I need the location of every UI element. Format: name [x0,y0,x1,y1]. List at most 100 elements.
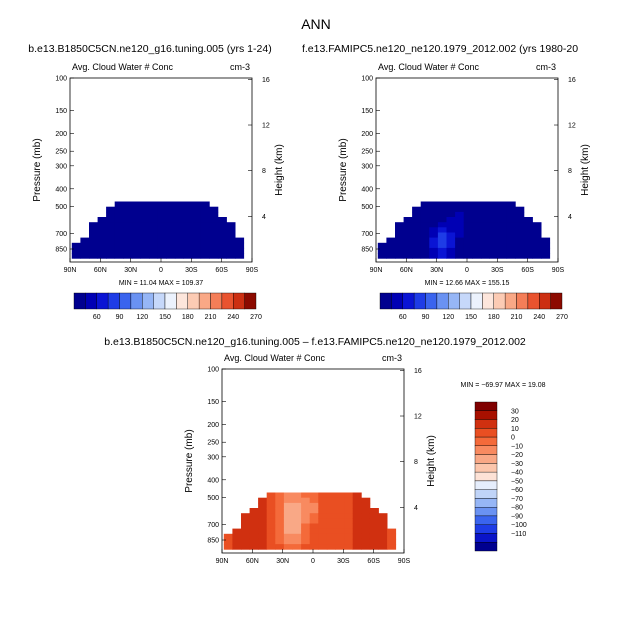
y-tick-label: 250 [55,149,67,156]
data-cell [140,247,150,254]
data-cell [412,217,422,223]
data-cell [412,222,422,228]
colorbar-swatch [504,292,517,310]
data-cell [192,253,202,259]
y-axis-label-right: Height (km) [274,144,285,196]
data-cell [174,232,184,239]
data-cell [80,242,90,249]
data-cell [266,492,276,499]
data-cell [200,227,210,233]
y-right-tick-label: 4 [568,214,572,221]
data-cell [532,242,542,249]
data-cell [472,237,482,244]
data-cell [249,508,259,514]
data-cell [192,206,202,213]
colorbar-label: 210 [205,314,217,321]
data-cell [335,518,345,524]
data-cell [200,253,210,259]
data-cell [235,237,245,244]
data-cell [387,528,397,535]
data-cell [292,492,302,499]
data-cell [395,253,404,259]
data-cell [249,513,259,519]
data-cell [241,538,250,545]
data-cell [463,217,473,223]
data-cell [523,227,533,233]
data-cell [106,237,116,244]
data-cell [352,538,362,545]
data-cell [335,497,345,504]
main-title: ANN [301,16,331,32]
y-tick-label: 250 [361,149,373,156]
data-cell [292,533,302,540]
data-cell [89,227,98,233]
data-cell [174,247,184,254]
data-cell [352,544,362,550]
data-cell [506,206,516,213]
data-cell [515,217,525,223]
data-cell [183,237,193,244]
colorbar-label: 270 [250,314,262,321]
colorbar-swatch [470,292,483,310]
data-cell [318,492,328,499]
y-tick-label: 100 [361,76,373,83]
data-cell [232,544,242,550]
data-cell [275,518,285,524]
x-tick-label: 90S [552,267,565,274]
colorbar-label: 90 [422,314,430,321]
plot-units: cm-3 [230,62,250,72]
data-cell [515,237,525,244]
data-cell [166,227,176,233]
data-cell [217,253,227,259]
data-cell [395,227,404,233]
data-cell [429,237,439,244]
data-cell [292,508,302,514]
data-cell [523,247,533,254]
data-cell [498,211,508,218]
data-cell [258,508,268,514]
data-cell [326,508,336,514]
data-cell [498,227,508,233]
y-right-tick-label: 16 [568,77,576,84]
data-cell [377,253,387,259]
data-cell [283,533,293,540]
colorbar-swatch [107,292,120,310]
data-cell [309,528,319,535]
data-cell [429,242,439,249]
data-cell [446,201,456,208]
data-cell [157,201,167,208]
colorbar-swatch [474,515,498,525]
data-cell [123,232,133,239]
data-cell [131,247,141,254]
data-cell [309,518,319,524]
x-tick-label: 30S [337,558,350,565]
data-cell [344,508,354,514]
colorbar-swatch [402,292,415,310]
data-cell [369,538,379,545]
data-cell [249,538,259,545]
data-cell [352,502,362,509]
data-cell [344,523,354,530]
x-tick-label: 60S [367,558,380,565]
data-cell [480,242,490,249]
data-cell [472,206,482,213]
data-cell [352,528,362,535]
data-cell [123,237,133,244]
data-cell [403,232,413,239]
data-cell [217,222,227,228]
data-cell [472,227,482,233]
data-cell [387,538,397,545]
data-cell [515,227,525,233]
colorbar-swatch [474,428,498,438]
data-cell [446,232,456,239]
colorbar-swatch [198,292,211,310]
colorbar-swatch [516,292,529,310]
data-cell [309,497,319,504]
y-tick-label: 400 [361,186,373,193]
colorbar-swatch [474,401,498,412]
colorbar-label: −110 [511,531,526,538]
data-cell [429,217,439,223]
x-tick-label: 0 [159,267,163,274]
data-cell [192,227,202,233]
